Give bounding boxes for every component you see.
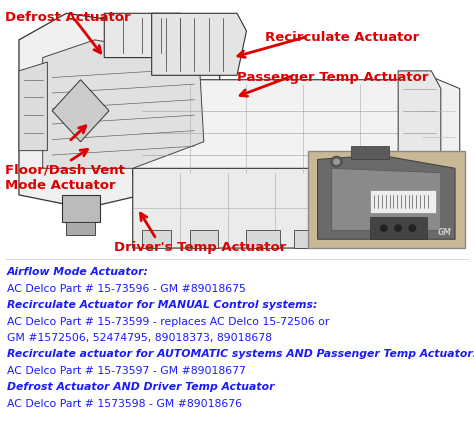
- Text: Recirculate Actuator for MANUAL Control systems:: Recirculate Actuator for MANUAL Control …: [7, 300, 318, 310]
- Polygon shape: [398, 71, 441, 195]
- Polygon shape: [104, 13, 209, 58]
- Text: Airflow Mode Actuator:: Airflow Mode Actuator:: [7, 268, 149, 277]
- Polygon shape: [133, 80, 417, 177]
- Polygon shape: [62, 195, 100, 222]
- Polygon shape: [190, 230, 218, 248]
- Circle shape: [409, 225, 416, 231]
- Text: Defrost Actuator AND Driver Temp Actuator: Defrost Actuator AND Driver Temp Actuato…: [7, 382, 274, 392]
- Polygon shape: [370, 190, 436, 213]
- Circle shape: [395, 225, 401, 231]
- Circle shape: [334, 159, 339, 164]
- Circle shape: [381, 225, 387, 231]
- Circle shape: [331, 156, 342, 167]
- Polygon shape: [351, 146, 389, 159]
- Text: Defrost Actuator: Defrost Actuator: [5, 11, 130, 24]
- Text: Passenger Temp Actuator: Passenger Temp Actuator: [237, 71, 428, 84]
- Polygon shape: [417, 71, 460, 213]
- Text: GM: GM: [438, 228, 452, 237]
- Polygon shape: [52, 80, 109, 142]
- Text: AC Delco Part # 1573598 - GM #89018676: AC Delco Part # 1573598 - GM #89018676: [7, 399, 242, 408]
- Polygon shape: [142, 230, 171, 248]
- Text: Driver's Temp Actuator: Driver's Temp Actuator: [114, 241, 286, 254]
- Text: AC Delco Part # 15-73599 - replaces AC Delco 15-72506 or: AC Delco Part # 15-73599 - replaces AC D…: [7, 317, 329, 326]
- Polygon shape: [133, 168, 341, 248]
- Polygon shape: [66, 222, 95, 235]
- Polygon shape: [294, 230, 322, 248]
- Polygon shape: [246, 230, 280, 248]
- FancyBboxPatch shape: [308, 151, 465, 248]
- Polygon shape: [43, 40, 204, 168]
- Text: Recirculate Actuator: Recirculate Actuator: [265, 31, 419, 44]
- Text: AC Delco Part # 15-73597 - GM #89018677: AC Delco Part # 15-73597 - GM #89018677: [7, 366, 246, 376]
- Polygon shape: [19, 13, 223, 208]
- Text: Floor/Dash Vent
Mode Actuator: Floor/Dash Vent Mode Actuator: [5, 164, 125, 192]
- Polygon shape: [370, 217, 427, 239]
- Polygon shape: [19, 62, 47, 151]
- Text: Recirculate actuator for AUTOMATIC systems AND Passenger Temp Actuator:: Recirculate actuator for AUTOMATIC syste…: [7, 350, 474, 359]
- Polygon shape: [318, 155, 455, 239]
- Polygon shape: [152, 13, 246, 75]
- Text: AC Delco Part # 15-73596 - GM #89018675: AC Delco Part # 15-73596 - GM #89018675: [7, 284, 246, 294]
- Polygon shape: [332, 168, 441, 230]
- Text: GM #1572506, 52474795, 89018373, 89018678: GM #1572506, 52474795, 89018373, 8901867…: [7, 333, 272, 343]
